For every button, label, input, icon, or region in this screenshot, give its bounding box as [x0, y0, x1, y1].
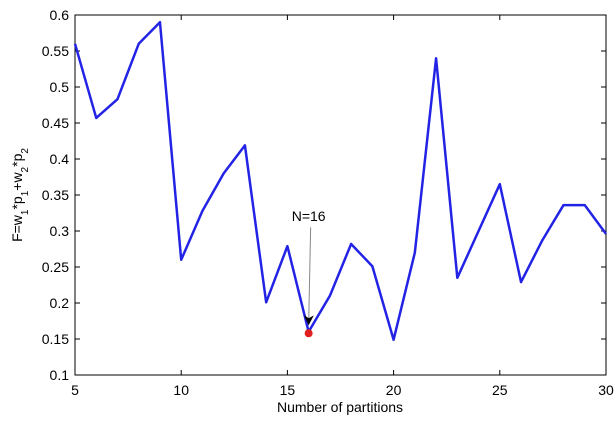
y-tick-label: 0.3: [50, 223, 70, 239]
y-tick-label: 0.5: [50, 79, 70, 95]
x-tick-label: 15: [280, 382, 296, 398]
y-label-part: *p: [9, 153, 25, 166]
x-axis-label: Number of partitions: [277, 399, 403, 415]
y-label-part: +w: [9, 172, 25, 191]
y-label-part: F=w: [9, 214, 25, 242]
highlight-point: [304, 329, 313, 338]
y-tick-label: 0.25: [42, 259, 69, 275]
y-label-subscript: 2: [20, 148, 31, 154]
y-tick-label: 0.6: [50, 7, 70, 23]
y-tick-label: 0.45: [42, 115, 69, 131]
y-axis-label: F=w1*p1+w2*p2: [9, 148, 31, 242]
x-tick-label: 25: [492, 382, 508, 398]
annotation-arrow: [303, 227, 314, 326]
x-tick-label: 30: [598, 382, 614, 398]
y-label-subscript: 2: [20, 166, 31, 172]
data-line: [73, 20, 608, 341]
y-tick-label: 0.2: [50, 295, 70, 311]
y-tick-label: 0.35: [42, 187, 69, 203]
x-tick-label: 10: [173, 382, 189, 398]
y-tick-label: 0.15: [42, 331, 69, 347]
y-tick-label: 0.4: [50, 151, 70, 167]
y-label-part: *p: [9, 196, 25, 209]
y-tick-label: 0.1: [50, 367, 70, 383]
plot-frame: [74, 14, 607, 376]
x-tick-label: 5: [71, 382, 79, 398]
y-label-subscript: 1: [20, 190, 31, 196]
y-tick-label: 0.55: [42, 43, 69, 59]
y-label-subscript: 1: [20, 209, 31, 215]
annotation-text: N=16: [292, 208, 326, 224]
x-tick-label: 20: [386, 382, 402, 398]
